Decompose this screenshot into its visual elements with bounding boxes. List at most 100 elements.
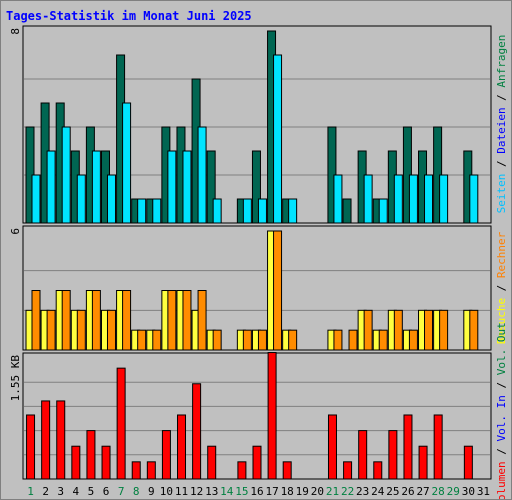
panel-mid-ymax-label: 6	[9, 228, 22, 235]
legend-top: Seiten / Dateien / Anfragen	[495, 35, 508, 214]
bar-volumen-day-16	[252, 445, 262, 480]
panel-top: 8	[9, 25, 492, 224]
day-label-14: 14	[220, 485, 234, 498]
bar-seiten-day-10	[167, 150, 177, 224]
bar-rechner-day-17	[273, 230, 283, 351]
bar-rechner-day-3	[61, 290, 71, 351]
legend-top-part-1: /	[495, 154, 508, 174]
day-label-19: 19	[296, 485, 309, 498]
bar-rechner-day-22	[348, 329, 358, 351]
bar-rechner-day-23	[363, 309, 373, 351]
bar-volumen-day-26	[403, 414, 413, 480]
bar-seiten-day-25	[393, 174, 403, 224]
bar-volumen-day-11	[177, 414, 187, 480]
bar-rechner-day-1	[31, 290, 41, 351]
bar-rechner-day-13	[212, 329, 222, 351]
bar-seiten-day-28	[439, 174, 449, 224]
bar-seiten-day-2	[46, 150, 56, 224]
day-label-4: 4	[73, 485, 80, 498]
bar-rechner-day-10	[167, 290, 177, 351]
bar-seiten-day-5	[91, 150, 101, 224]
bar-rechner-day-25	[393, 309, 403, 351]
day-label-15: 15	[235, 485, 248, 498]
chart-title: Tages-Statistik im Monat Juni 2025	[6, 9, 252, 23]
bar-volumen-day-22	[343, 461, 353, 480]
bar-seiten-day-1	[31, 174, 41, 224]
bar-seiten-day-27	[424, 174, 434, 224]
bar-rechner-day-18	[288, 329, 298, 351]
day-label-13: 13	[205, 485, 218, 498]
bar-volumen-day-9	[146, 461, 156, 480]
bar-rechner-day-24	[378, 329, 388, 351]
bar-seiten-day-6	[106, 174, 116, 224]
bar-rechner-day-21	[333, 329, 343, 351]
legend-top-part-3: /	[495, 88, 508, 108]
legend-top-part-0: Seiten	[495, 174, 508, 214]
bar-volumen-day-10	[161, 430, 171, 480]
bar-volumen-day-23	[358, 430, 368, 480]
day-label-28: 28	[432, 485, 445, 498]
panel-top-ymax-label: 8	[9, 28, 22, 35]
legend-mid-part-0: Besuche	[495, 298, 508, 344]
bar-anfragen-day-13	[206, 150, 216, 224]
bar-volumen-day-24	[373, 461, 383, 480]
day-label-9: 9	[148, 485, 155, 498]
day-label-8: 8	[133, 485, 140, 498]
day-label-31: 31	[477, 485, 490, 498]
bar-rechner-day-11	[182, 290, 192, 351]
bar-anfragen-day-16	[251, 150, 261, 224]
bar-seiten-day-18	[288, 198, 298, 224]
day-label-11: 11	[175, 485, 188, 498]
bar-rechner-day-6	[106, 309, 116, 351]
bar-volumen-day-13	[207, 445, 217, 480]
day-label-6: 6	[103, 485, 110, 498]
day-label-22: 22	[341, 485, 354, 498]
bar-seiten-day-9	[152, 198, 162, 224]
bar-rechner-day-12	[197, 290, 207, 351]
day-label-7: 7	[118, 485, 125, 498]
day-label-2: 2	[42, 485, 49, 498]
day-label-24: 24	[371, 485, 385, 498]
bar-rechner-day-5	[91, 290, 101, 351]
bar-volumen-day-25	[388, 430, 398, 480]
bar-volumen-day-17	[267, 352, 277, 480]
bar-volumen-day-27	[418, 445, 428, 480]
bar-volumen-day-28	[433, 414, 443, 480]
legend-bot-part-3: /	[495, 375, 508, 395]
bar-seiten-day-16	[257, 198, 267, 224]
bar-volumen-day-1	[26, 414, 36, 480]
bar-volumen-day-3	[56, 400, 66, 480]
day-label-18: 18	[281, 485, 294, 498]
bar-rechner-day-4	[76, 309, 86, 351]
bar-seiten-day-24	[378, 198, 388, 224]
bar-volumen-day-12	[192, 383, 202, 480]
day-label-26: 26	[401, 485, 414, 498]
bar-volumen-day-15	[237, 461, 247, 480]
bar-seiten-day-12	[197, 126, 207, 224]
bar-rechner-day-9	[152, 329, 162, 351]
day-label-27: 27	[416, 485, 429, 498]
bar-seiten-day-11	[182, 150, 192, 224]
day-label-23: 23	[356, 485, 369, 498]
bar-volumen-day-4	[71, 445, 81, 480]
bar-volumen-day-21	[327, 414, 337, 480]
bar-rechner-day-16	[257, 329, 267, 351]
bar-seiten-day-17	[273, 54, 283, 224]
day-label-12: 12	[190, 485, 203, 498]
bar-rechner-day-8	[137, 329, 147, 351]
bar-seiten-day-8	[137, 198, 147, 224]
bar-seiten-day-4	[76, 174, 86, 224]
bar-seiten-day-30	[469, 174, 479, 224]
bar-volumen-day-8	[131, 461, 141, 480]
bar-rechner-day-30	[469, 309, 479, 351]
bar-rechner-day-7	[122, 290, 132, 351]
bar-seiten-day-26	[408, 174, 418, 224]
legend-bot-part-4: Vol. Out	[495, 322, 508, 375]
bar-seiten-day-3	[61, 126, 71, 224]
bar-seiten-day-15	[242, 198, 252, 224]
bar-volumen-day-5	[86, 430, 96, 480]
bar-rechner-day-26	[408, 329, 418, 351]
bar-seiten-day-13	[212, 198, 222, 224]
legend-bot-part-1: /	[495, 441, 508, 461]
